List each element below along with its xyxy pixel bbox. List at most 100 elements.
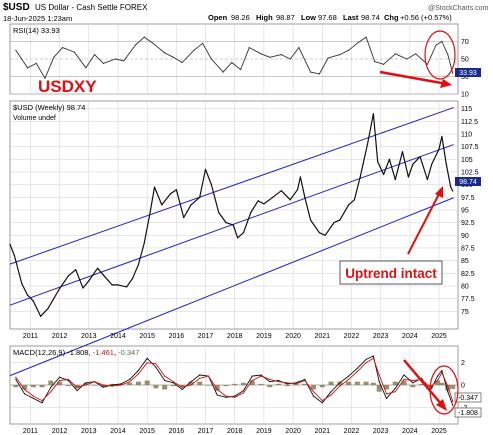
macd-data-point [295, 382, 297, 384]
uptrend-arrow [407, 191, 441, 255]
x-tick-label: 2019 [256, 333, 272, 340]
y-tick-label: 30 [461, 74, 469, 81]
y-tick-label: 2 [461, 360, 465, 367]
macd-histogram-bar [48, 380, 54, 385]
x-tick-label: 2013 [81, 428, 97, 435]
macd-histogram-bar [439, 382, 445, 385]
rsi-data-point [394, 53, 396, 55]
macd-data-point [295, 383, 297, 385]
rsi-data-point [248, 47, 250, 49]
macd-histogram-bar [276, 383, 282, 385]
macd-data-point [41, 400, 43, 402]
price-data-point [117, 284, 119, 286]
macd-data-point [312, 391, 315, 393]
price-data-point [59, 287, 61, 290]
series-lines [9, 36, 454, 406]
rsi-data-point [152, 42, 154, 44]
macd-data-point [269, 378, 271, 380]
chart-date: 18-Jun-2025 1:23am [3, 14, 72, 23]
price-data-point [348, 204, 350, 206]
macd-data-point [242, 392, 245, 394]
macd-data-point [94, 381, 96, 383]
macd-data-point [181, 388, 183, 391]
macd-data-point [330, 391, 332, 393]
macd-histogram-bar [144, 380, 150, 385]
rsi-label: RSI(14) 33.93 [13, 26, 60, 35]
price-data-point [333, 222, 335, 224]
macd-histogram-bar [179, 385, 185, 388]
macd-data-point [452, 400, 454, 402]
x-tick-label: 2021 [314, 333, 330, 340]
macd-histogram-bar [214, 385, 220, 391]
price-data-point [289, 199, 291, 201]
rsi-data-point [280, 54, 282, 56]
rsi-data-point [240, 68, 242, 71]
x-tick-label: 2012 [52, 428, 68, 435]
x-tick-label: 2018 [227, 333, 243, 340]
price-data-point [359, 176, 361, 178]
macd-data-point [242, 390, 245, 392]
macd-data-point [155, 363, 157, 365]
rsi-data-point [327, 57, 329, 59]
rsi-data-point [35, 62, 37, 64]
macd-data-point [50, 391, 52, 393]
rsi-data-point [210, 58, 212, 60]
last-value: 98.74 [361, 13, 380, 22]
macd-data-point [330, 394, 332, 396]
rsi-data-point [222, 71, 224, 73]
macd-data-point [394, 391, 396, 393]
macd-data-point [225, 396, 227, 398]
x-tick-label: 2024 [402, 333, 418, 340]
price-data-point [339, 219, 341, 221]
macd-histogram-bar [39, 385, 45, 388]
macd-data-point [251, 375, 253, 377]
macd-histogram-bar [354, 381, 360, 385]
rsi-data-point [202, 42, 204, 44]
macd-data-point [356, 367, 358, 369]
macd-data-point [321, 402, 323, 404]
rsi-data-point [318, 73, 320, 75]
open-value: 98.26 [231, 13, 250, 22]
macd-data-point [76, 386, 78, 388]
macd-data-point [269, 381, 271, 383]
x-tick-label: 2022 [344, 428, 360, 435]
macd-histogram-bar [319, 385, 325, 388]
price-data-point [272, 196, 274, 198]
rsi-data-point [61, 47, 64, 49]
macd-data-point [172, 382, 174, 384]
symbol-description: US Dollar - Cash Settle FOREX [35, 3, 148, 12]
macd-data-point [234, 395, 236, 397]
y-tick-label: 82.5 [461, 271, 475, 278]
macd-data-point [277, 379, 280, 382]
rsi-data-point [269, 56, 271, 58]
macd-histogram-bar [445, 385, 451, 391]
macd-histogram-bar [83, 382, 89, 385]
macd-data-point [32, 395, 34, 397]
price-value-badge-text: 98.74 [459, 179, 477, 186]
chg-label: Chg [384, 13, 399, 22]
channel-line [9, 107, 454, 265]
high-value: 98.87 [276, 13, 295, 22]
macd-data-point [59, 376, 61, 378]
rsi-data-point [310, 71, 312, 73]
macd-data-point [129, 378, 131, 380]
price-data-point [111, 284, 113, 286]
stockcharts-credit: @StockCharts.com [428, 5, 489, 12]
price-data-point [388, 158, 390, 160]
macd-data-point [447, 391, 449, 393]
macd-histogram-bar [232, 383, 238, 385]
x-tick-label: 2024 [402, 428, 418, 435]
x-tick-label: 2014 [110, 333, 126, 340]
price-data-point [431, 163, 433, 165]
symbol-label: $USD [3, 2, 30, 13]
price-data-point [353, 199, 355, 201]
macd-data-point [403, 374, 405, 376]
price-data-point [419, 156, 421, 158]
rsi-data-point [415, 53, 417, 55]
macd-histogram-bar [383, 385, 389, 390]
channel-line [9, 197, 454, 377]
macd-data-point [24, 388, 26, 391]
macd-data-point [447, 385, 449, 387]
macd-data-point [372, 357, 374, 359]
macd-data-point [32, 397, 34, 399]
